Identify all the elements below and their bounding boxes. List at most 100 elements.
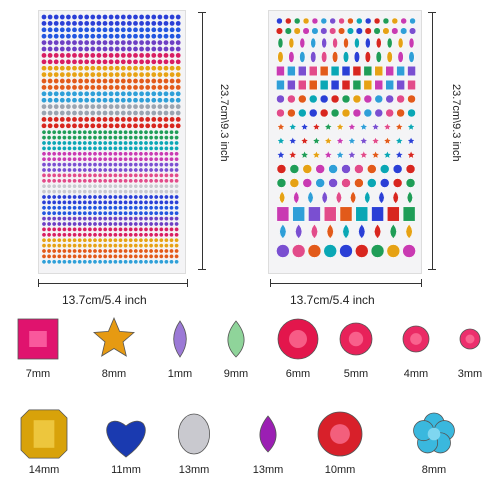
round-rhinestone [153,146,159,151]
round-rhinestone [126,14,133,20]
round-rhinestone [113,216,118,221]
round-rhinestone [41,248,47,254]
round-rhinestone [144,97,151,103]
star-rhinestone [394,122,404,131]
round-rhinestone [108,103,114,110]
round-rhinestone [151,123,157,129]
round-rhinestone [87,146,93,151]
round-rhinestone [46,221,52,227]
round-rhinestone [82,237,88,243]
round-rhinestone [169,146,174,151]
round-rhinestone [83,26,90,33]
round-rhinestone [138,232,144,238]
round-rhinestone [169,259,174,265]
round-rhinestone [148,146,154,151]
marquise-rhinestone [353,51,360,63]
round-rhinestone [132,71,139,78]
round-rhinestone [341,178,351,188]
teardrop-rhinestone [405,223,413,239]
round-rhinestone [123,167,128,173]
round-rhinestone [143,254,149,259]
round-rhinestone [77,259,83,265]
round-rhinestone [108,39,114,46]
round-rhinestone [163,59,169,65]
round-rhinestone [77,216,83,221]
left-height-tick-bottom [198,269,206,270]
round-rhinestone [169,227,174,232]
round-rhinestone [132,123,139,129]
round-rhinestone [51,243,57,248]
round-rhinestone [363,94,373,104]
right-height-line [432,12,433,270]
round-rhinestone [96,78,102,84]
round-rhinestone [175,84,181,91]
round-rhinestone [59,39,66,46]
round-rhinestone [77,205,83,211]
round-rhinestone [46,254,52,259]
round-rhinestone [41,116,47,123]
round-rhinestone [71,78,78,84]
round-rhinestone [133,221,139,227]
round-rhinestone [120,14,127,20]
round-rhinestone [307,244,322,258]
round-rhinestone [97,248,103,254]
round-rhinestone [97,135,103,140]
round-rhinestone [90,26,96,33]
round-rhinestone [51,232,57,238]
round-rhinestone [320,17,328,25]
round-rhinestone [138,162,144,167]
round-rhinestone [97,232,103,238]
round-rhinestone [62,248,67,254]
round-rhinestone [126,91,133,97]
star-rhinestone [371,136,381,145]
round-rhinestone [108,162,113,167]
round-rhinestone [113,162,118,167]
round-rhinestone [113,205,118,211]
star-rhinestone [323,122,333,131]
round-rhinestone [315,178,325,188]
round-rhinestone [102,254,108,259]
round-rhinestone [329,17,336,25]
round-rhinestone [128,259,133,265]
round-rhinestone [65,20,72,27]
round-rhinestone [123,140,128,146]
round-rhinestone [174,178,179,184]
round-rhinestone [102,183,108,189]
rect-rhinestone [298,65,307,77]
round-rhinestone [148,162,154,167]
star-rhinestone [299,150,310,159]
round-rhinestone [65,39,72,46]
round-rhinestone [62,216,67,221]
round-rhinestone [82,254,88,259]
round-rhinestone [97,183,103,189]
round-rhinestone [138,243,144,248]
round-rhinestone [138,65,145,72]
round-rhinestone [153,183,159,189]
round-rhinestone [77,59,84,65]
round-rhinestone [164,189,169,194]
round-rhinestone [72,151,77,157]
round-rhinestone [275,27,283,35]
round-rhinestone [51,178,57,184]
round-rhinestone [132,20,139,27]
rect-rhinestone [385,65,394,77]
round-rhinestone [120,116,127,123]
round-rhinestone [47,78,53,84]
round-rhinestone [97,140,103,146]
round-rhinestone [97,151,103,157]
round-rhinestone [102,65,108,72]
round-rhinestone [82,167,88,173]
star-rhinestone [323,150,333,159]
round-rhinestone [71,123,78,129]
round-rhinestone [174,216,179,221]
marquise-rhinestone [365,37,371,49]
round-rhinestone [72,205,77,211]
round-rhinestone [169,254,174,259]
round-rhinestone [174,189,179,194]
round-rhinestone [138,14,145,20]
round-rhinestone [67,167,72,173]
round-rhinestone [108,71,114,78]
round-rhinestone [108,254,113,259]
round-rhinestone [148,227,154,232]
round-rhinestone [62,237,67,243]
